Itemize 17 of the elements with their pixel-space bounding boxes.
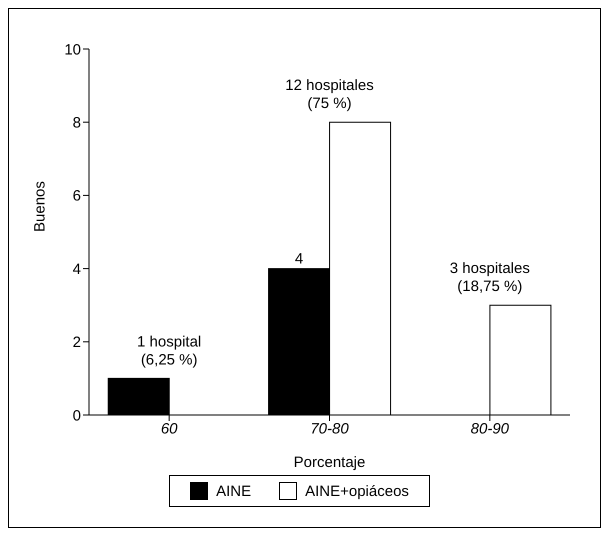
y-tick-label: 10 bbox=[64, 41, 81, 58]
x-tick-label: 80-90 bbox=[470, 420, 510, 438]
x-tick-label: 70-80 bbox=[310, 420, 350, 438]
y-tick-label: 2 bbox=[72, 334, 81, 352]
y-tick-label: 8 bbox=[72, 114, 81, 132]
annotation: 12 hospitales (75 %) bbox=[285, 77, 374, 112]
x-axis-title: Porcentaje bbox=[294, 454, 366, 471]
x-tick-label: 60 bbox=[160, 420, 178, 438]
y-tick-label: 6 bbox=[72, 188, 81, 205]
y-tick-label: 4 bbox=[72, 260, 81, 278]
legend-label: AINE bbox=[216, 482, 252, 500]
legend-label: AINE+opiáceos bbox=[305, 482, 409, 500]
annotation: 3 hospitales (18,75 %) bbox=[450, 260, 530, 296]
y-tick-label: 0 bbox=[72, 407, 81, 424]
y-axis-title: Buenos bbox=[31, 181, 48, 232]
data-label: 4 bbox=[294, 250, 304, 268]
annotation: 1 hospital (6,25 %) bbox=[137, 333, 202, 368]
